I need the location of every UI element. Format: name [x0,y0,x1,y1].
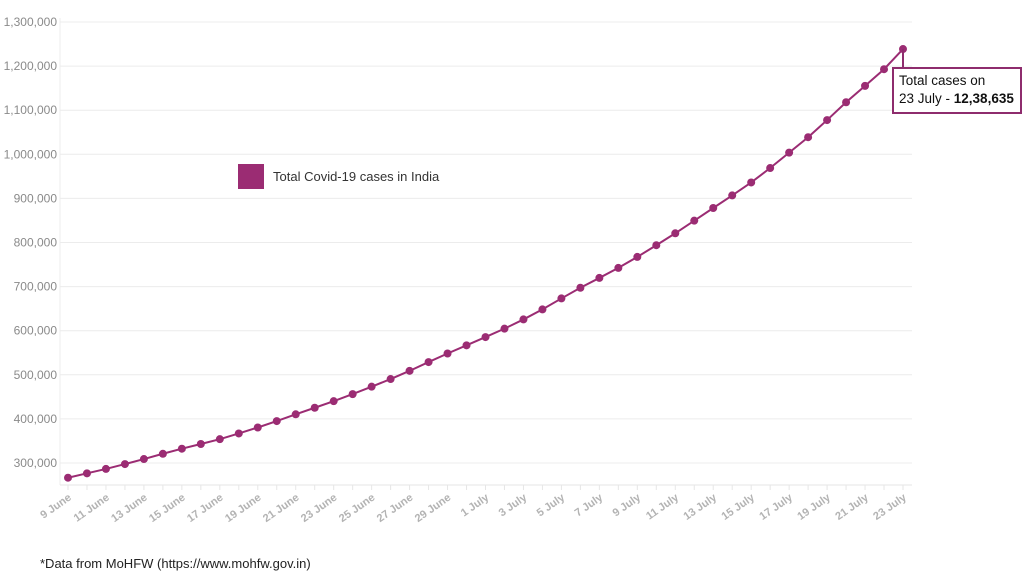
x-tick-label: 25 June [337,492,377,525]
x-tick-label: 19 June [223,492,263,525]
callout-date: 23 July - [899,91,954,106]
data-point [747,178,756,187]
y-tick-label: 300,000 [14,456,58,470]
data-point [823,116,832,125]
x-tick-label: 15 June [147,492,187,525]
data-point [500,324,509,333]
data-source-note: *Data from MoHFW (https://www.mohfw.gov.… [40,556,311,571]
x-tick-label: 3 July [497,491,530,519]
data-point [804,133,813,142]
data-point [557,294,566,303]
data-point [64,473,72,482]
gridlines [60,21,912,464]
data-point [614,263,623,272]
x-tick-label: 7 July [573,491,606,519]
y-tick-label: 1,300,000 [4,15,58,29]
x-tick-label: 11 July [644,491,682,522]
legend-label: Total Covid-19 cases in India [273,169,440,184]
y-tick-label: 1,000,000 [4,147,58,161]
y-tick-label: 1,100,000 [4,103,58,117]
data-point [310,403,319,412]
data-point [709,203,718,212]
x-tick-label: 23 July [871,491,909,523]
x-tick-label: 29 June [413,492,453,525]
callout-value: 12,38,635 [953,91,1014,106]
data-point [576,283,585,292]
data-point [690,216,699,225]
data-point [120,460,129,469]
data-point [291,410,300,419]
data-point [652,241,661,250]
data-point [861,81,870,90]
data-point [538,305,547,314]
data-point [519,315,528,324]
x-tick-label: 21 July [833,491,871,523]
x-tick-label: 5 July [535,491,568,519]
legend-swatch [238,164,264,189]
data-point [728,191,737,200]
series-total-cases [64,45,907,482]
data-point [405,366,414,375]
x-tick-label: 19 July [795,491,833,523]
data-point [481,333,490,342]
y-tick-label: 500,000 [14,368,58,382]
data-point [443,349,452,358]
x-tick-label: 9 June [38,492,73,522]
y-tick-label: 700,000 [14,280,58,294]
x-tick-label: 17 June [185,492,225,525]
data-point [785,148,794,157]
x-tick-label: 13 June [109,492,149,525]
y-tick-label: 800,000 [14,236,58,250]
x-tick-label: 1 July [459,491,492,519]
x-tick-label: 15 July [719,491,757,523]
data-point [348,390,357,399]
data-point [253,423,262,432]
data-point [234,429,243,438]
data-point [595,273,604,282]
y-tick-label: 600,000 [14,324,58,338]
data-point [671,229,680,238]
data-point [101,464,110,473]
y-tick-label: 900,000 [14,191,58,205]
data-point [367,382,376,391]
callout-line-1: Total cases on [899,73,986,88]
x-tick-label: 11 June [72,492,112,525]
y-tick-label: 1,200,000 [4,59,58,73]
data-point [158,449,167,458]
x-tick-label: 23 June [299,492,339,525]
data-point [880,65,889,74]
callout-line-2: 23 July - 12,38,635 [899,90,1014,108]
data-point [272,417,281,426]
data-point [196,439,205,448]
data-point [766,164,775,173]
data-point [386,375,395,384]
data-point [177,444,186,453]
legend: Total Covid-19 cases in India [238,164,439,189]
x-tick-label: 9 July [611,491,644,519]
x-tick-label: 17 July [757,491,795,523]
y-tick-label: 400,000 [14,412,58,426]
x-tick-label: 27 June [375,492,415,525]
x-tick-label: 21 June [261,492,301,525]
y-axis: 300,000 400,000 500,000 600,000 700,000 800,0… [4,15,61,485]
data-point [842,98,851,107]
x-tick-label: 13 July [682,491,720,523]
total-cases-callout: Total cases on 23 July - 12,38,635 [892,67,1022,114]
data-point [424,358,433,367]
data-point [633,252,642,261]
data-point [462,341,471,350]
data-point [215,435,224,444]
data-point [139,455,148,464]
data-point [329,397,338,406]
data-point [82,469,91,478]
